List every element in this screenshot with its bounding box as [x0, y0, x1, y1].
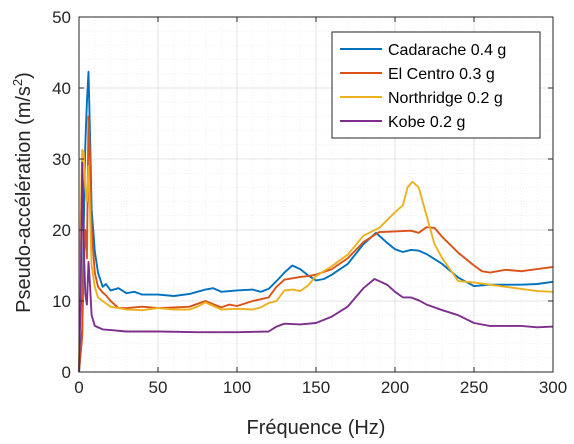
series-line-2: [78, 115, 554, 373]
y-tick-label: 0: [62, 363, 71, 382]
x-axis-label: Fréquence (Hz): [247, 417, 386, 439]
legend-label: El Centro 0.3 g: [388, 66, 495, 83]
axis-ticks: [78, 16, 554, 373]
series-lines: [78, 70, 554, 373]
series-line-1: [78, 70, 554, 373]
x-tick-label: 200: [381, 378, 409, 397]
x-tick-label: 250: [460, 378, 488, 397]
y-tick-label: 20: [52, 221, 71, 240]
x-tick-label: 150: [302, 378, 330, 397]
legend-label: Cadarache 0.4 g: [388, 42, 506, 59]
legend-label: Northridge 0.2 g: [388, 90, 503, 107]
y-tick-label: 30: [52, 150, 71, 169]
legend: Cadarache 0.4 g El Centro 0.3 g Northridge…: [331, 31, 541, 139]
x-tick-label: 0: [74, 378, 83, 397]
x-tick-label: 50: [149, 378, 168, 397]
series-line-3: [78, 148, 554, 373]
y-axis-label-main: Pseudo-accélération (m/s: [13, 86, 35, 313]
x-tick-label: 300: [539, 378, 567, 397]
y-tick-label: 50: [52, 8, 71, 27]
y-axis-label-end: ): [13, 72, 35, 79]
legend-label: Kobe 0.2 g: [388, 114, 465, 131]
x-tick-label: 100: [223, 378, 251, 397]
series-line-4: [78, 161, 554, 373]
y-axis-label: Pseudo-accélération (m/s2): [10, 72, 35, 313]
x-tick-labels: 0 50 100 150 200 250 300: [74, 378, 567, 397]
y-axis-label-superscript: 2: [10, 79, 25, 86]
y-tick-label: 40: [52, 79, 71, 98]
y-tick-labels: 0 10 20 30 40 50: [52, 8, 71, 382]
y-tick-label: 10: [52, 292, 71, 311]
